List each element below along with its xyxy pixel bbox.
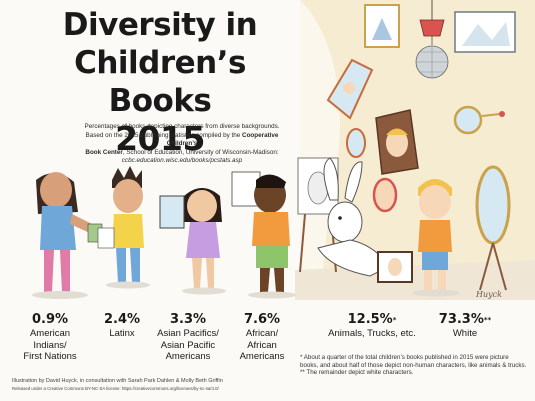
stat-percent: 2.4% [103, 312, 141, 327]
license-line[interactable]: Released under a Creative Commons BY-NC-… [12, 386, 219, 391]
child-boy-blond [418, 179, 452, 290]
description: Percentages of books depicting character… [72, 123, 292, 166]
stat-label: White [452, 328, 478, 339]
child-boy-yellow [97, 166, 144, 282]
description-line-2: Based on the 2015 publishing statistics … [72, 132, 292, 149]
easel-painting [297, 157, 339, 273]
ccbc-name: Cooperative Children’s [166, 131, 279, 148]
portrait-frame [375, 109, 419, 175]
stat-percent: 7.6% [243, 312, 281, 327]
picture-frame-top [364, 4, 400, 48]
red-frame [372, 177, 398, 213]
stat-label: First Nations [23, 351, 77, 362]
stat-label: American [29, 328, 71, 339]
stat-item: 12.5%* Animals, Trucks, etc. [312, 312, 432, 340]
credits: Illustration by David Huyck, in consulta… [12, 378, 312, 392]
stat-item: 2.4% Latinx [92, 312, 152, 340]
stat-percent: 3.3% [169, 312, 207, 327]
round-mirror [453, 105, 505, 135]
child-boy-green [231, 171, 290, 292]
stat-percent: 73.3%** [438, 312, 492, 327]
stat-item: 0.9% American Indians/First Nations [5, 312, 95, 363]
footnote-1: * About a quarter of the total children’… [300, 354, 527, 369]
footnote-2: ** The remainder depict white characters… [300, 369, 414, 377]
stat-label: Indians/ [33, 339, 67, 351]
stat-item: 73.3%** White [425, 312, 505, 340]
title-line-2: Children’s Books [74, 45, 246, 119]
child-girl-left [36, 172, 103, 292]
standing-mirror [475, 165, 511, 291]
stat-label: Animals, Trucks, etc. [328, 328, 416, 339]
picture-frame-top-right [454, 11, 516, 53]
illustration-credit: Illustration by David Huyck, in consulta… [12, 378, 223, 384]
stat-label: African/ [245, 328, 279, 339]
floor-frame [377, 251, 413, 283]
stat-label: Asian Pacific [160, 339, 216, 351]
child-girl-center [159, 188, 222, 288]
description-text: Based on the 2015 publishing statistics … [85, 131, 243, 139]
oval-mirror [346, 128, 366, 158]
disco-ball [415, 36, 449, 79]
title-line-1: Diversity in [62, 7, 258, 43]
stat-label: Americans [165, 351, 211, 362]
stat-label: Americans [239, 351, 285, 362]
description-line-3: Book Center, School of Education, Univer… [72, 149, 292, 158]
footnote-mark: ** [483, 316, 492, 324]
stat-label: Latinx [109, 328, 135, 339]
stat-label: Asian Pacifics/ [157, 328, 219, 339]
description-text-cont: , School of Education, University of Wis… [122, 148, 279, 156]
stat-item: 7.6% African/African Americans [227, 312, 297, 363]
ground-shadow [32, 281, 460, 299]
stat-percent: 0.9% [31, 312, 69, 327]
hanging-lamp [419, 0, 445, 37]
stat-item: 3.3% Asian Pacifics/Asian Pacific American… [144, 312, 232, 363]
source-link[interactable]: ccbc.education.wisc.edu/books/pcstats.as… [121, 157, 243, 165]
title-block: Diversity in Children’s Books 2015 [28, 6, 292, 158]
rabbit-character [317, 157, 391, 277]
ccbc-name-cont: Book Center [85, 148, 123, 156]
illustration [32, 0, 535, 300]
artist-signature: Huyck [476, 290, 502, 299]
stat-percent: 12.5%* [347, 312, 397, 327]
footnotes: * About a quarter of the total children’… [300, 354, 528, 377]
stat-label: African [247, 339, 277, 351]
footnote-mark: * [392, 316, 397, 324]
description-line-1: Percentages of books depicting character… [84, 123, 280, 130]
mirror-left [326, 58, 374, 120]
title-year: 2015 [115, 119, 205, 158]
